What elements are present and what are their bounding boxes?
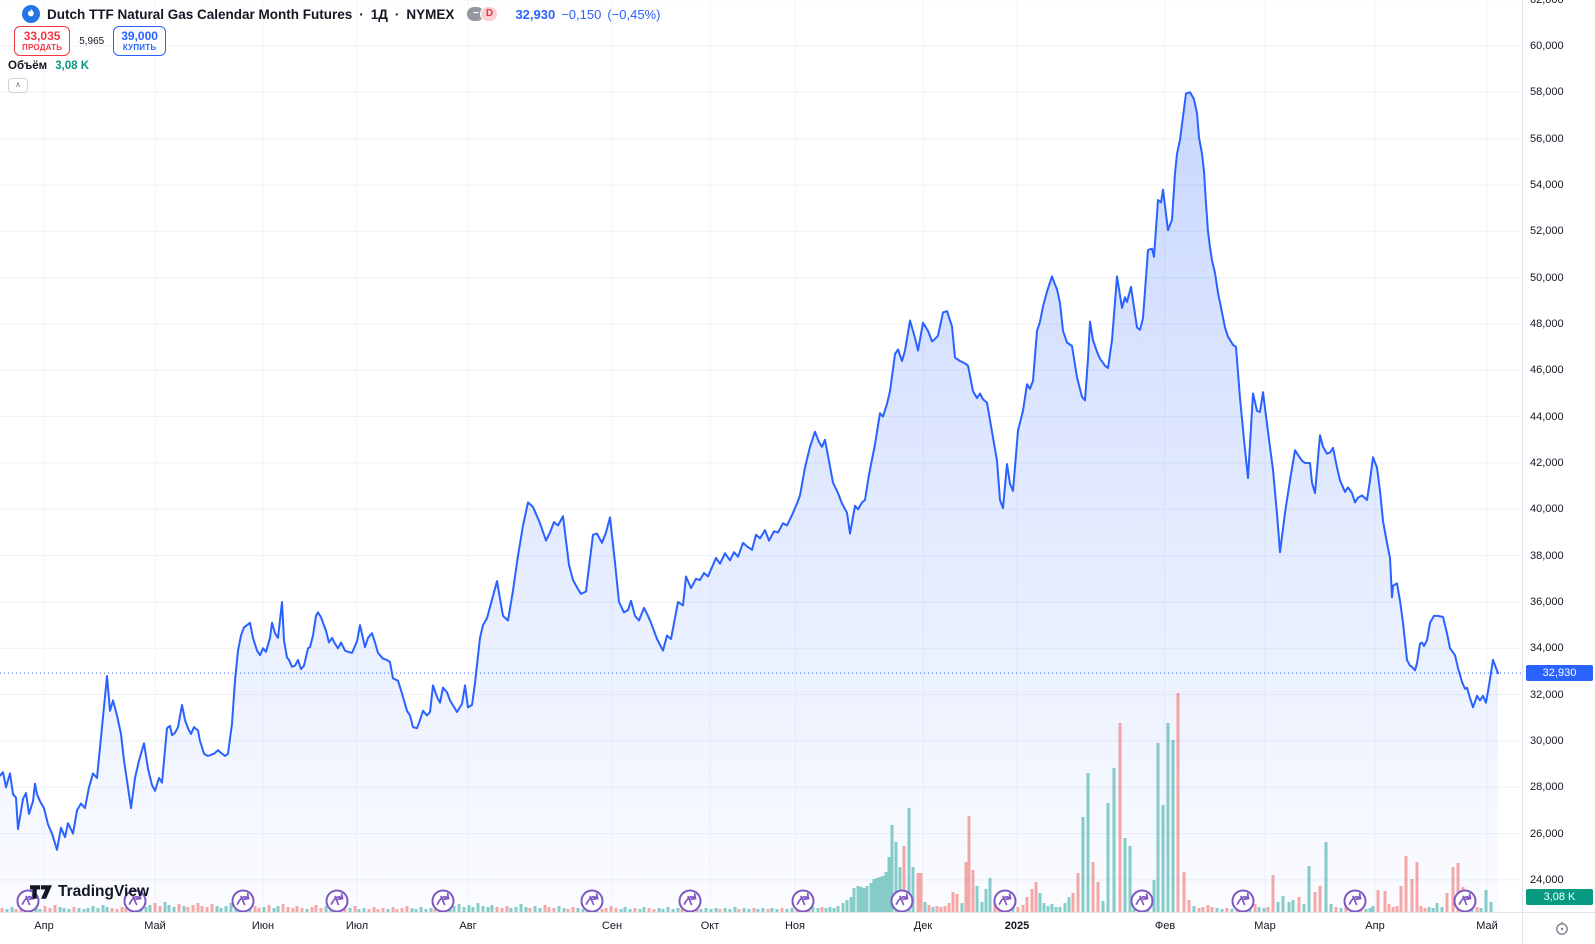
- trade-buttons: 33,035 ПРОДАТЬ 5,965 39,000 КУПИТЬ: [14, 26, 166, 56]
- volume-indicator-label: Объём: [8, 60, 48, 72]
- time-tick-label: Июн: [251, 920, 275, 932]
- market-status-badges[interactable]: − D: [467, 6, 499, 22]
- tradingview-logo-text: TradingView: [58, 883, 150, 900]
- sell-price: 33,035: [23, 29, 61, 43]
- price-tick-label: 26,000: [1530, 827, 1564, 840]
- sell-button[interactable]: 33,035 ПРОДАТЬ: [14, 26, 71, 56]
- tradingview-attribution[interactable]: TradingView: [30, 883, 149, 901]
- contract-rollover-marker[interactable]: [1453, 889, 1477, 912]
- interval-label[interactable]: 1Д: [370, 6, 388, 22]
- time-tick-label: Июл: [345, 920, 369, 932]
- contract-rollover-marker[interactable]: [325, 889, 349, 912]
- price-tick-label: 60,000: [1530, 40, 1564, 52]
- contract-rollover-marker[interactable]: [1130, 889, 1154, 912]
- contract-rollover-marker[interactable]: [1231, 889, 1255, 912]
- price-tick-label: 54,000: [1530, 179, 1564, 191]
- title-separator: ·: [394, 6, 400, 22]
- contract-rollover-marker[interactable]: [1343, 889, 1367, 912]
- time-tick-label: Мар: [1254, 920, 1276, 932]
- time-tick-label: 2025: [1004, 920, 1030, 932]
- time-tick-label: Апр: [1365, 920, 1385, 932]
- collapse-legend-button[interactable]: ∧: [8, 78, 28, 93]
- instrument-flame-icon[interactable]: [22, 5, 40, 23]
- price-tick-label: 38,000: [1530, 549, 1564, 562]
- volume-indicator-legend[interactable]: Объём 3,08 K: [8, 60, 89, 72]
- time-tick-label: Ноя: [784, 920, 806, 932]
- volume-value-badge: 3,08 K: [1526, 889, 1593, 905]
- contract-rollover-marker[interactable]: [890, 889, 914, 912]
- contract-rollover-marker[interactable]: [791, 889, 815, 912]
- title-separator: ·: [359, 6, 364, 22]
- last-price: 32,930: [515, 6, 556, 22]
- contract-rollover-marker[interactable]: [231, 889, 255, 912]
- price-tick-label: 48,000: [1530, 318, 1564, 330]
- price-tick-label: 30,000: [1530, 735, 1564, 747]
- quote-values: 32,930 −0,150 (−0,45%): [515, 7, 660, 22]
- spread-value: 5,965: [79, 35, 105, 47]
- symbol-header: Dutch TTF Natural Gas Calendar Month Fut…: [22, 5, 660, 23]
- price-tick-label: 36,000: [1530, 596, 1564, 608]
- time-tick-label: Май: [1476, 920, 1498, 932]
- time-tick-label: Май: [144, 920, 166, 932]
- time-tick-label: Авг: [459, 920, 477, 932]
- contract-rollover-marker[interactable]: [431, 889, 455, 912]
- price-change: −0,150: [561, 6, 602, 22]
- time-scale[interactable]: Апр Май Июн Июл Авг Сен Окт Ноя Дек 2025 Фев Мар Апр…: [0, 912, 1522, 944]
- time-tick-label: Сен: [601, 920, 623, 932]
- minus-badge-icon[interactable]: −: [467, 7, 485, 21]
- price-tick-label: 32,000: [1530, 688, 1564, 701]
- price-tick-label: 34,000: [1530, 642, 1564, 655]
- price-tick-label: 24,000: [1530, 873, 1564, 886]
- symbol-title[interactable]: Dutch TTF Natural Gas Calendar Month Fut…: [47, 6, 353, 22]
- price-tick-label: 56,000: [1530, 132, 1564, 145]
- price-tick-label: 42,000: [1530, 457, 1564, 469]
- price-tick-label: 58,000: [1530, 86, 1564, 99]
- price-tick-label: 44,000: [1530, 410, 1564, 423]
- delayed-data-badge[interactable]: D: [480, 6, 499, 22]
- contract-rollover-marker[interactable]: [993, 889, 1017, 912]
- buy-label: КУПИТЬ: [122, 43, 157, 52]
- contract-rollover-marker[interactable]: [678, 889, 702, 912]
- axis-corner: [1522, 912, 1595, 944]
- time-tick-label: Фев: [1154, 920, 1176, 932]
- last-price-badge[interactable]: 32,930: [1526, 664, 1593, 681]
- timer-icon[interactable]: [1523, 913, 1595, 944]
- price-change-percent: (−0,45%): [607, 6, 661, 22]
- price-scale[interactable]: 62,000 60,000 58,000 56,000 54,000 52,000 50,0…: [1522, 0, 1595, 912]
- buy-button[interactable]: 39,000 КУПИТЬ: [113, 26, 166, 56]
- time-tick-label: Апр: [34, 920, 54, 932]
- time-tick-label: Дек: [913, 920, 933, 932]
- price-tick-label: 28,000: [1530, 781, 1564, 794]
- buy-price: 39,000: [121, 29, 158, 43]
- sell-label: ПРОДАТЬ: [22, 43, 63, 52]
- tradingview-logo-icon: [30, 885, 52, 899]
- price-tick-label: 50,000: [1530, 271, 1564, 284]
- contract-rollover-marker[interactable]: [123, 889, 147, 912]
- volume-indicator-value: 3,08 K: [55, 60, 90, 72]
- exchange-label: NYMEX: [406, 6, 455, 22]
- time-tick-label: Окт: [700, 920, 720, 932]
- contract-rollover-marker[interactable]: [580, 889, 604, 912]
- price-tick-label: 62,000: [1530, 0, 1564, 6]
- price-tick-label: 40,000: [1530, 503, 1564, 516]
- price-tick-label: 46,000: [1530, 364, 1564, 377]
- price-tick-label: 52,000: [1530, 225, 1564, 238]
